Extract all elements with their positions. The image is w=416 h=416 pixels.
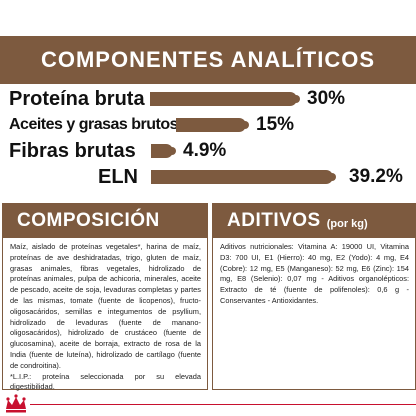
composition-title: COMPOSICIÓN <box>17 210 160 231</box>
composition-panel: COMPOSICIÓN Maíz, aislado de proteínas v… <box>2 203 208 393</box>
analytics-row-protein: Proteína bruta 30% <box>0 86 416 112</box>
protein-value: 30% <box>307 88 346 109</box>
composition-footnote: *L.I.P.: proteína seleccionada por su el… <box>10 371 201 392</box>
analytics-section: Proteína bruta 30% Aceites y grasas brut… <box>0 84 416 192</box>
additives-body: Aditivos nutricionales: Vitamina A: 1900… <box>213 238 415 307</box>
fat-value: 15% <box>256 114 295 135</box>
additives-subtitle: (por kg) <box>326 217 368 230</box>
fat-label: Aceites y grasas brutos <box>9 116 179 133</box>
fiber-value: 4.9% <box>183 140 227 161</box>
fiber-label: Fibras brutas <box>9 140 136 162</box>
composition-body: Maíz, aislado de proteínas vegetales*, h… <box>3 238 207 393</box>
fat-bar <box>176 118 249 132</box>
analytics-row-fat: Aceites y grasas brutos 15% <box>0 112 416 138</box>
eln-label: ELN <box>98 166 138 188</box>
analytics-title: COMPONENTES ANALÍTICOS <box>40 47 376 72</box>
fiber-bar <box>151 144 176 158</box>
additives-panel: ADITIVOS (por kg) Aditivos nutricionales… <box>212 203 416 390</box>
footer-divider <box>30 404 416 405</box>
analytics-header: COMPONENTES ANALÍTICOS <box>0 36 416 84</box>
additives-header: ADITIVOS (por kg) <box>213 204 415 238</box>
additives-title: ADITIVOS <box>227 210 321 231</box>
composition-header: COMPOSICIÓN <box>3 204 207 238</box>
protein-bar <box>150 92 300 106</box>
eln-bar <box>151 170 336 184</box>
protein-label: Proteína bruta <box>9 88 145 110</box>
eln-value: 39.2% <box>349 166 403 187</box>
analytics-row-eln: ELN 39.2% <box>0 164 416 190</box>
footer <box>0 392 416 416</box>
additives-text: Aditivos nutricionales: Vitamina A: 1900… <box>220 242 409 305</box>
royal-canin-crown-icon <box>6 394 26 413</box>
composition-text: Maíz, aislado de proteínas vegetales*, h… <box>10 242 201 370</box>
analytics-row-fiber: Fibras brutas 4.9% <box>0 138 416 164</box>
